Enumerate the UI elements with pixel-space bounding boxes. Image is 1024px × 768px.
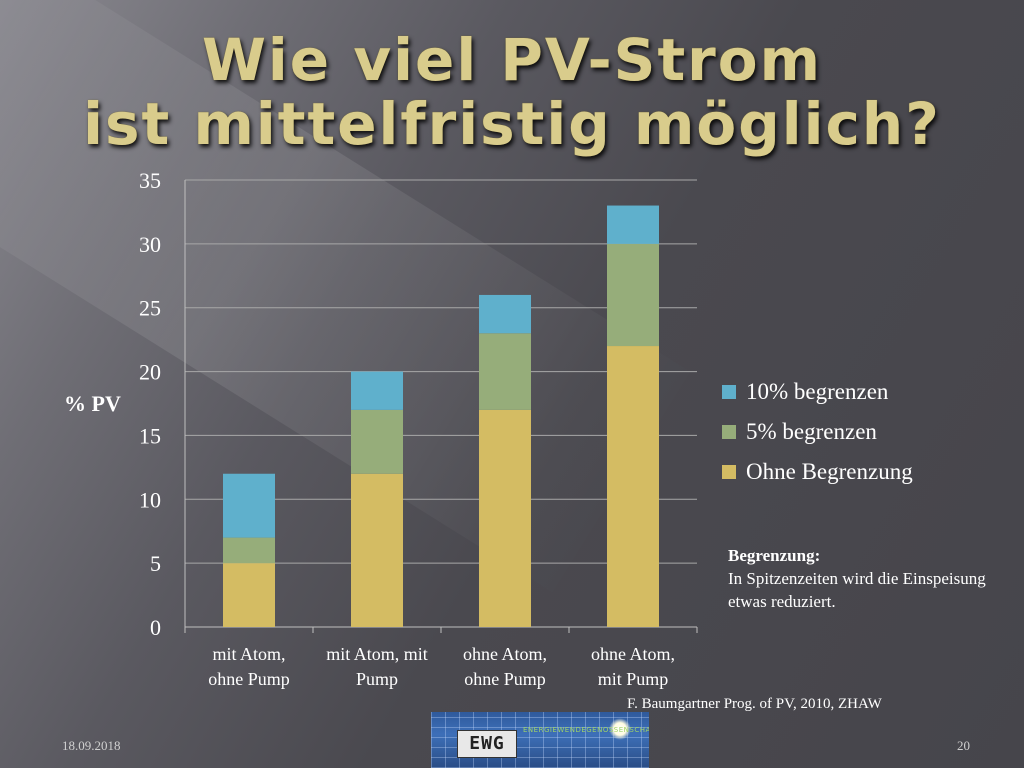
title-line-2: ist mittelfristig möglich? — [83, 90, 941, 158]
x-tick-label: ohne Pump — [208, 669, 290, 689]
bar-5-begrenzen-3 — [479, 333, 531, 410]
limitation-note: Begrenzung: In Spitzenzeiten wird die Ei… — [728, 544, 988, 613]
bar-5-begrenzen-4 — [607, 243, 659, 347]
legend-swatch — [722, 385, 736, 399]
bar-ohne-begrenzung-3 — [479, 409, 531, 627]
sun-glow-icon — [609, 718, 631, 740]
note-title: Begrenzung: — [728, 546, 821, 565]
note-text: In Spitzenzeiten wird die Einspeisung et… — [728, 569, 986, 611]
chart-legend: 10% begrenzen 5% begrenzen Ohne Begrenzung — [722, 372, 913, 492]
logo-caption: ENERGIEWENDEGENOSSENSCHAFT — [523, 726, 649, 734]
y-tick-label: 10 — [139, 487, 161, 512]
legend-item: 10% begrenzen — [722, 372, 913, 412]
y-tick-label: 0 — [150, 615, 161, 640]
bar-10-begrenzen-1 — [223, 473, 275, 538]
y-tick-label: 20 — [139, 360, 161, 385]
slide-number: 20 — [957, 738, 970, 753]
x-tick-label: ohne Atom, — [463, 644, 547, 664]
x-tick-label: Pump — [356, 669, 398, 689]
logo-badge: EWG — [457, 730, 517, 758]
y-axis-label: % PV — [64, 391, 121, 416]
x-tick-label: mit Atom, — [212, 644, 285, 664]
source-citation: F. Baumgartner Prog. of PV, 2010, ZHAW — [627, 696, 882, 712]
legend-swatch — [722, 425, 736, 439]
legend-swatch — [722, 465, 736, 479]
bar-5-begrenzen-2 — [351, 409, 403, 474]
legend-label: 10% begrenzen — [746, 379, 889, 404]
y-tick-label: 25 — [139, 296, 161, 321]
bar-10-begrenzen-3 — [479, 294, 531, 334]
bar-ohne-begrenzung-2 — [351, 473, 403, 627]
x-tick-label: ohne Pump — [464, 669, 546, 689]
bar-10-begrenzen-2 — [351, 371, 403, 410]
legend-label: 5% begrenzen — [746, 419, 877, 444]
bar-ohne-begrenzung-1 — [223, 563, 275, 627]
legend-item: Ohne Begrenzung — [722, 452, 913, 492]
x-tick-label: ohne Atom, — [591, 644, 675, 664]
y-tick-label: 15 — [139, 423, 161, 448]
x-tick-label: mit Pump — [598, 669, 669, 689]
bar-10-begrenzen-4 — [607, 205, 659, 244]
title-line-1: Wie viel PV-Strom — [201, 26, 823, 94]
legend-label: Ohne Begrenzung — [746, 459, 913, 484]
y-tick-label: 30 — [139, 232, 161, 257]
y-tick-label: 35 — [139, 168, 161, 193]
y-tick-label: 5 — [150, 551, 161, 576]
slide-title: Wie viel PV-Strom ist mittelfristig mögl… — [0, 28, 1024, 156]
legend-item: 5% begrenzen — [722, 412, 913, 452]
bar-5-begrenzen-1 — [223, 537, 275, 564]
bar-ohne-begrenzung-4 — [607, 346, 659, 627]
slide-date: 18.09.2018 — [62, 738, 121, 753]
ewg-logo: EWG ENERGIEWENDEGENOSSENSCHAFT — [431, 712, 649, 768]
x-tick-label: mit Atom, mit — [326, 644, 428, 664]
